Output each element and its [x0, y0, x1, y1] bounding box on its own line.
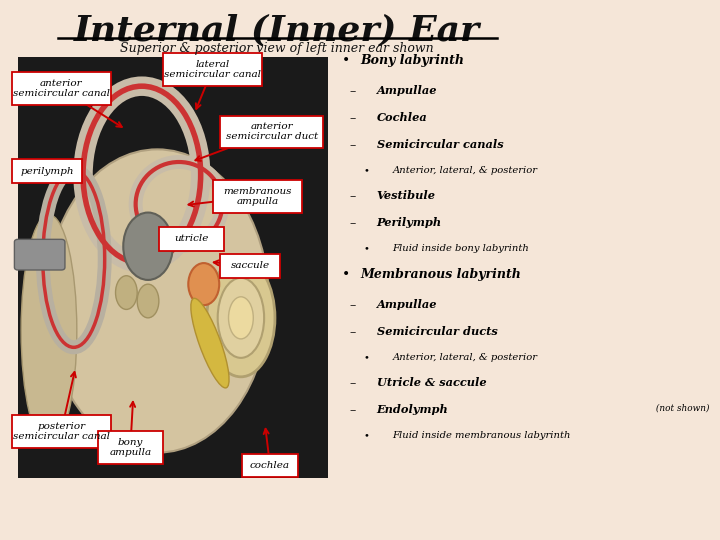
Text: •: •	[364, 353, 369, 362]
Text: •: •	[342, 268, 350, 282]
Text: –: –	[349, 404, 356, 417]
FancyBboxPatch shape	[98, 431, 163, 464]
Text: Fluid inside membranous labyrinth: Fluid inside membranous labyrinth	[392, 431, 571, 440]
Text: •: •	[364, 244, 369, 253]
Text: –: –	[349, 217, 356, 230]
Ellipse shape	[217, 278, 264, 358]
Text: –: –	[349, 112, 356, 125]
Text: membranous
ampulla: membranous ampulla	[223, 187, 292, 206]
Text: Internal (Inner) Ear: Internal (Inner) Ear	[74, 14, 480, 48]
FancyBboxPatch shape	[163, 53, 262, 86]
Ellipse shape	[191, 298, 229, 388]
Text: Semicircular ducts: Semicircular ducts	[377, 326, 498, 337]
Text: •: •	[364, 431, 369, 440]
Text: Endolymph: Endolymph	[377, 404, 449, 415]
Text: Membranous labyrinth: Membranous labyrinth	[361, 268, 521, 281]
Text: –: –	[349, 299, 356, 312]
Ellipse shape	[21, 214, 77, 446]
Point	[492, 35, 501, 41]
Text: bony
ampulla: bony ampulla	[109, 438, 151, 457]
Text: (not shown): (not shown)	[653, 404, 709, 413]
Text: –: –	[349, 190, 356, 203]
Text: –: –	[349, 85, 356, 98]
Text: Anterior, lateral, & posterior: Anterior, lateral, & posterior	[392, 166, 537, 176]
Ellipse shape	[138, 284, 159, 318]
Ellipse shape	[228, 297, 253, 339]
Text: Perilymph: Perilymph	[377, 217, 441, 228]
Text: Fluid inside bony labyrinth: Fluid inside bony labyrinth	[392, 244, 529, 253]
Ellipse shape	[46, 150, 269, 453]
FancyBboxPatch shape	[220, 254, 280, 278]
FancyBboxPatch shape	[12, 72, 111, 105]
Text: Vestibule: Vestibule	[377, 190, 436, 201]
Text: posterior
semicircular canal: posterior semicircular canal	[13, 422, 109, 441]
Text: –: –	[349, 377, 356, 390]
Text: –: –	[349, 326, 356, 339]
Ellipse shape	[189, 263, 220, 305]
FancyBboxPatch shape	[213, 180, 302, 213]
FancyBboxPatch shape	[12, 159, 82, 183]
Text: –: –	[349, 139, 356, 152]
Text: Ampullae: Ampullae	[377, 299, 437, 310]
Text: anterior
semicircular canal: anterior semicircular canal	[13, 79, 109, 98]
Text: lateral
semicircular canal: lateral semicircular canal	[164, 60, 261, 79]
FancyBboxPatch shape	[18, 57, 328, 478]
Ellipse shape	[123, 213, 173, 280]
Text: Semicircular canals: Semicircular canals	[377, 139, 503, 150]
Text: Cochlea: Cochlea	[377, 112, 427, 123]
FancyBboxPatch shape	[159, 227, 224, 251]
Text: •: •	[364, 166, 369, 176]
FancyBboxPatch shape	[12, 415, 111, 448]
Text: saccule: saccule	[230, 261, 270, 270]
Text: Bony labyrinth: Bony labyrinth	[361, 54, 464, 67]
Ellipse shape	[115, 276, 138, 309]
FancyBboxPatch shape	[14, 239, 65, 270]
Point	[53, 35, 62, 41]
Text: perilymph: perilymph	[20, 167, 73, 176]
FancyBboxPatch shape	[242, 454, 298, 477]
Text: anterior
semicircular duct: anterior semicircular duct	[226, 122, 318, 141]
Text: cochlea: cochlea	[250, 461, 290, 470]
Text: Ampullae: Ampullae	[377, 85, 437, 96]
FancyBboxPatch shape	[220, 116, 323, 148]
Text: Superior & posterior view of left inner ear shown: Superior & posterior view of left inner …	[120, 42, 434, 55]
Text: Utricle & saccule: Utricle & saccule	[377, 377, 486, 388]
Ellipse shape	[207, 259, 275, 377]
Text: utricle: utricle	[174, 234, 209, 243]
Text: •: •	[342, 54, 350, 68]
Text: Anterior, lateral, & posterior: Anterior, lateral, & posterior	[392, 353, 537, 362]
